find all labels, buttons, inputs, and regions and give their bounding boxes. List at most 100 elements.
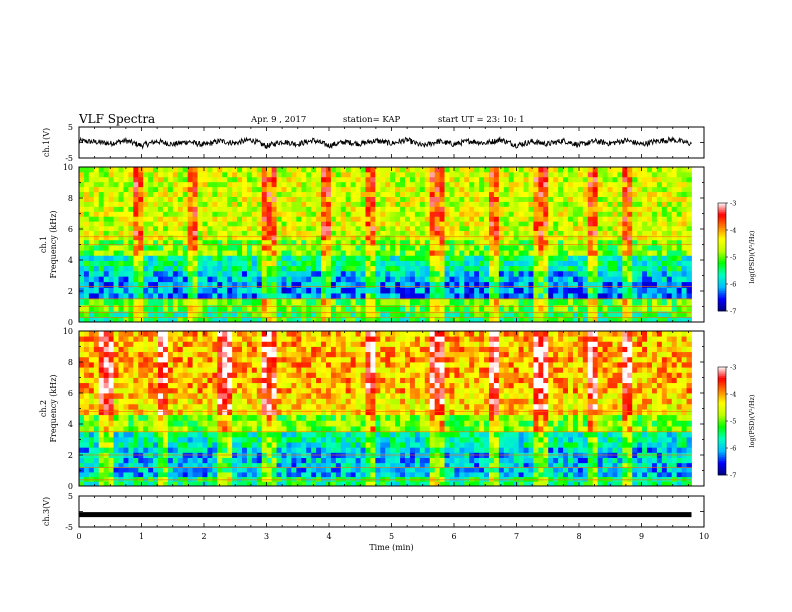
spectrogram-cell: [666, 216, 673, 222]
spectrogram-cell: [434, 265, 440, 272]
spectrogram-cell: [197, 362, 203, 368]
spectrogram-cell: [424, 276, 431, 283]
spectrogram-cell: [158, 255, 164, 261]
spectrogram-cell: [656, 260, 663, 267]
spectrogram-cell: [488, 235, 495, 241]
spectrogram-cell: [133, 382, 139, 389]
spectrogram-cell: [98, 387, 105, 394]
spectrogram-cell: [167, 191, 174, 197]
spectrogram-cell: [311, 167, 317, 173]
spectrogram-cell: [162, 362, 169, 368]
spectrogram-cell: [558, 216, 564, 222]
spectrogram-cell: [286, 298, 292, 306]
spectrogram-cell: [207, 372, 213, 378]
spectrogram-cell: [321, 206, 327, 212]
spectrogram-cell: [177, 346, 184, 353]
spectrogram-cell: [632, 245, 638, 251]
spectrogram-cell: [227, 472, 233, 478]
spectrogram-cell: [217, 225, 223, 231]
spectrogram-cell: [187, 225, 194, 231]
spectrogram-cell: [681, 206, 687, 212]
spectrogram-cell: [651, 316, 658, 323]
spectrogram-cell: [612, 311, 618, 317]
spectrogram-cell: [568, 181, 574, 188]
spectrogram-cell: [647, 281, 653, 288]
spectrogram-cell: [232, 304, 238, 312]
spectrogram-cell: [330, 276, 337, 283]
spectrogram-cell: [582, 186, 589, 193]
spectrogram-cell: [548, 196, 554, 202]
spectrogram-cell: [158, 201, 164, 207]
spectrogram-cell: [429, 225, 436, 231]
spectrogram-cell: [158, 372, 164, 378]
spectrogram-cell: [167, 298, 174, 306]
spectrogram-cell: [340, 270, 347, 277]
spectrogram-cell: [237, 346, 243, 353]
spectrogram-cells: [79, 167, 692, 323]
spectrogram-cell: [172, 186, 179, 193]
spectrogram-cell: [479, 230, 485, 236]
spectrogram-cell: [187, 181, 194, 188]
spectrogram-cell: [98, 276, 105, 283]
spectrogram-cell: [553, 225, 559, 231]
spectrogram-cell: [493, 260, 500, 267]
spectrogram-cell: [192, 414, 198, 421]
spectrogram-cell: [98, 225, 105, 231]
spectrogram-cell: [266, 293, 273, 300]
spectrogram-cell: [202, 393, 208, 399]
spectrogram-cell: [469, 298, 475, 306]
spectrogram-cell: [182, 436, 189, 443]
spectrogram-cell: [217, 235, 223, 241]
spectrogram-cell: [222, 431, 228, 438]
spectrogram-cell: [158, 225, 164, 231]
spectrogram-cell: [88, 191, 95, 197]
spectrogram-cell: [192, 211, 198, 217]
spectrogram-cell: [523, 270, 529, 277]
spectrogram-cell: [548, 230, 554, 236]
spectrogram-cell: [488, 171, 495, 178]
spectrogram-cell: [523, 255, 529, 261]
spectrogram-cell: [118, 481, 124, 487]
spectrogram-cell: [123, 426, 129, 433]
spectrogram-cell: [345, 206, 352, 212]
spectrogram-cell: [251, 171, 258, 178]
spectrogram-cell: [568, 281, 574, 288]
spectrogram-cell: [98, 221, 105, 227]
spectrogram-cell: [350, 201, 357, 207]
spectrogram-cell: [449, 287, 455, 294]
spectrogram-cell: [676, 287, 683, 294]
spectrogram-cell: [306, 281, 312, 288]
spectrogram-cell: [177, 304, 184, 312]
spectrogram-cell: [360, 304, 366, 312]
spectrogram-cell: [395, 191, 401, 197]
spectrogram-cell: [306, 171, 312, 178]
spectrogram-cell: [266, 216, 273, 222]
spectrogram-cell: [414, 216, 421, 222]
spectrogram-cell: [118, 436, 124, 443]
spectrogram-cell: [419, 276, 426, 283]
spectrogram-cell: [197, 206, 203, 212]
spectrogram-cell: [123, 472, 129, 478]
spectrogram-cell: [187, 250, 194, 256]
spectrogram-cell: [286, 245, 292, 251]
spectrogram-cell: [143, 235, 149, 241]
spectrogram-cell: [128, 260, 134, 267]
spectrogram-cell: [602, 239, 608, 246]
spectrogram-cell: [651, 245, 658, 251]
spectrogram-cell: [350, 206, 357, 212]
spectrogram-cell: [538, 206, 544, 212]
spectrogram-cell: [553, 316, 559, 323]
spectrogram-cell: [192, 362, 198, 368]
spectrogram-cell: [301, 211, 307, 217]
spectrogram-cell: [597, 235, 603, 241]
spectrogram-cell: [666, 298, 673, 306]
spectrogram-cell: [474, 176, 480, 183]
spectrogram-cell: [528, 225, 534, 231]
spectrogram-cell: [321, 239, 327, 246]
spectrogram-cell: [493, 276, 500, 283]
spectrogram-cell: [370, 298, 376, 306]
spectrogram-cell: [602, 206, 608, 212]
spectrogram-cell: [158, 186, 164, 193]
spectrogram-cell: [365, 191, 371, 197]
spectrogram-cell: [311, 206, 317, 212]
